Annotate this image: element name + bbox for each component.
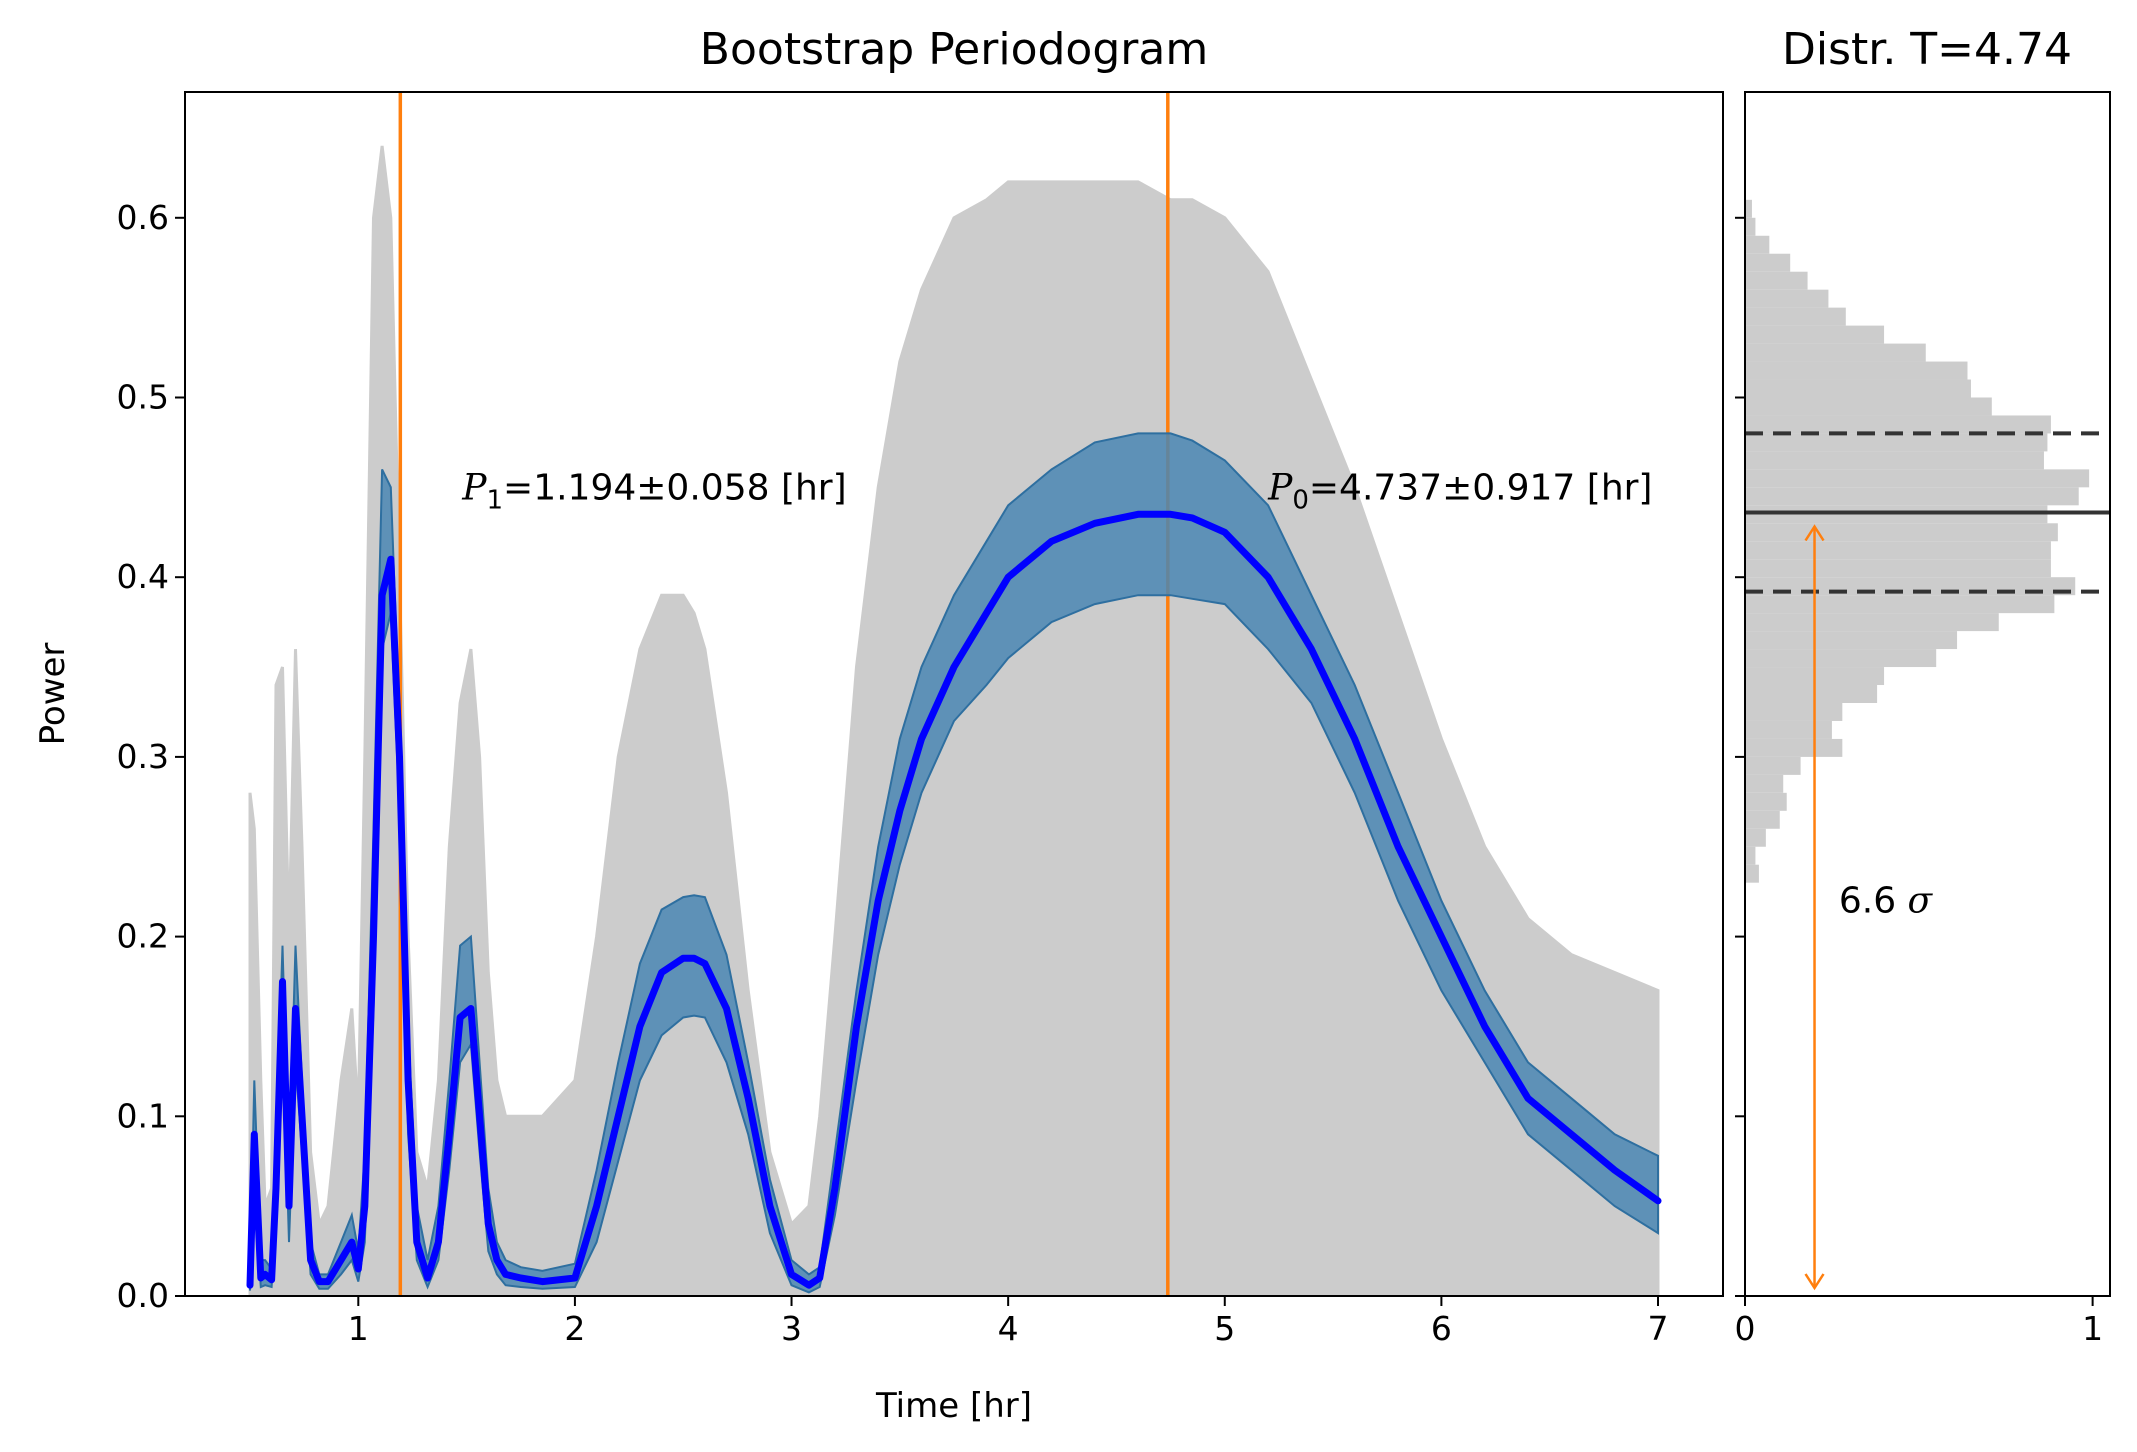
- x-tick-label: 4: [998, 1309, 1019, 1348]
- histogram-bar: [1745, 613, 1999, 632]
- y-tick-label: 0.6: [117, 198, 169, 237]
- side-y-ticks: [1735, 216, 1745, 1297]
- y-tick-label: 0.1: [117, 1096, 169, 1135]
- side-x-tick-label: 0: [1735, 1309, 1756, 1348]
- sigma-label: 6.6 σ: [1839, 881, 1934, 922]
- y-tick-label: 0.5: [117, 377, 169, 416]
- histogram-bar: [1745, 810, 1780, 829]
- histogram-bar: [1745, 738, 1843, 757]
- main-y-ticks: 0.0 0.1 0.2 0.3 0.4 0.5 0.6: [117, 198, 185, 1315]
- histogram-bar: [1745, 469, 2090, 488]
- periodogram-panel: 1 2 3 4 5 6 7 0.0 0.1 0.2 0.3 0.4 0.5 0.6 Bootstrap …: [33, 24, 1724, 1426]
- histogram-bar: [1745, 792, 1787, 811]
- histogram-bar: [1745, 325, 1885, 344]
- median-power-line: [246, 510, 1662, 1289]
- x-tick-label: 5: [1214, 1309, 1235, 1348]
- median-band-lines: [1745, 431, 2110, 594]
- histogram-bar: [1745, 577, 2076, 596]
- histogram-bar: [1745, 451, 2044, 470]
- y-tick-label: 0.2: [117, 917, 169, 956]
- band-area: [249, 432, 1659, 1294]
- period-annotation-1: P0=4.737±0.917 [hr]: [1267, 467, 1652, 515]
- histogram-bars: [1745, 199, 2090, 883]
- x-tick-label: 3: [781, 1309, 802, 1348]
- histogram-bar: [1745, 756, 1801, 775]
- histogram-bar: [1745, 702, 1843, 721]
- histogram-bar: [1745, 846, 1756, 865]
- histogram-bar: [1745, 289, 1829, 308]
- uncertainty-band: [249, 432, 1659, 1294]
- histogram-bar: [1745, 523, 2058, 542]
- x-tick-label: 7: [1648, 1309, 1669, 1348]
- side-axes-frame: [1744, 91, 2111, 1297]
- x-tick-label: 6: [1431, 1309, 1452, 1348]
- histogram-bar: [1745, 864, 1759, 883]
- histogram-bar: [1745, 541, 2051, 560]
- main-axes-frame: [184, 91, 1724, 1297]
- histogram-bar: [1745, 199, 1752, 218]
- histogram-bar: [1745, 415, 2051, 434]
- main-title: Bootstrap Periodogram: [700, 24, 1208, 75]
- y-tick-label: 0.0: [117, 1276, 169, 1315]
- x-tick-label: 2: [564, 1309, 585, 1348]
- histogram-bar: [1745, 631, 1958, 650]
- median-line: [246, 510, 1662, 1289]
- histogram-bar: [1745, 828, 1766, 847]
- histogram-bar: [1745, 271, 1808, 290]
- period-annotations: P1=1.194±0.058 [hr] P0=4.737±0.917 [hr]: [461, 467, 1652, 515]
- histogram-bar: [1745, 685, 1878, 703]
- histogram-bar: [1745, 235, 1770, 254]
- side-title: Distr. T=4.74: [1782, 24, 2072, 75]
- arrow-head-top: [1804, 524, 1825, 542]
- histogram-bar: [1745, 774, 1784, 793]
- histogram-bar: [1745, 649, 1937, 668]
- histogram-bar: [1745, 559, 2051, 578]
- x-tick-label: 1: [348, 1309, 369, 1348]
- sigma-annotation: 6.6 σ: [1839, 881, 1934, 922]
- y-tick-label: 0.4: [117, 557, 169, 596]
- period-annotation-0: P1=1.194±0.058 [hr]: [461, 467, 846, 515]
- period-lines: [398, 92, 1170, 1296]
- y-tick-label: 0.3: [117, 737, 169, 776]
- histogram-bar: [1745, 307, 1846, 326]
- x-axis-label: Time [hr]: [875, 1386, 1032, 1426]
- histogram-bar: [1745, 253, 1791, 272]
- arrow-head-bottom: [1804, 1273, 1825, 1291]
- histogram-bar: [1745, 379, 1971, 398]
- histogram-bar: [1745, 595, 2055, 614]
- y-axis-label: Power: [33, 643, 73, 746]
- histogram-bar: [1745, 433, 2048, 452]
- histogram-bar: [1745, 720, 1832, 739]
- main-x-ticks: 1 2 3 4 5 6 7: [348, 1296, 1669, 1348]
- histogram-bar: [1745, 487, 2079, 506]
- histogram-bar: [1745, 217, 1756, 236]
- sigma-arrow: [1804, 524, 1825, 1291]
- side-x-tick-label: 1: [2082, 1309, 2103, 1348]
- histogram-bar: [1745, 397, 1992, 416]
- histogram-bar: [1745, 361, 1968, 380]
- histogram-bar: [1745, 343, 1926, 362]
